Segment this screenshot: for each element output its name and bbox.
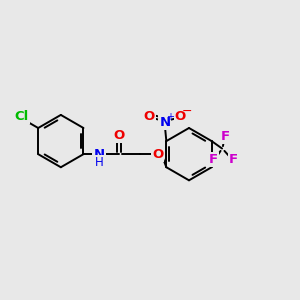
Text: Cl: Cl bbox=[14, 110, 29, 123]
Text: O: O bbox=[144, 110, 155, 123]
Text: F: F bbox=[220, 130, 230, 142]
Text: N: N bbox=[93, 148, 104, 161]
Text: N: N bbox=[159, 116, 170, 129]
Text: −: − bbox=[182, 105, 192, 118]
Text: F: F bbox=[229, 153, 238, 166]
Text: +: + bbox=[166, 112, 174, 122]
Text: H: H bbox=[95, 156, 104, 169]
Text: O: O bbox=[152, 148, 164, 161]
Text: O: O bbox=[113, 129, 125, 142]
Text: F: F bbox=[208, 153, 218, 166]
Text: O: O bbox=[175, 110, 186, 123]
